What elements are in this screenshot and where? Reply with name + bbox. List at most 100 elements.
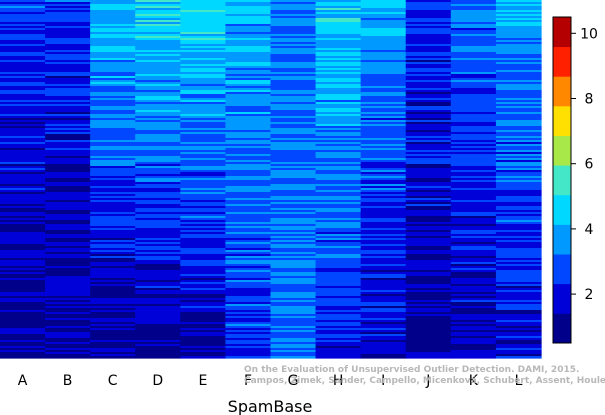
heatmap-cell — [0, 344, 46, 347]
heatmap-cell — [495, 98, 542, 101]
heatmap-cell — [90, 76, 136, 79]
heatmap-cell — [225, 172, 272, 175]
heatmap-cell — [495, 34, 542, 37]
heatmap-cell — [405, 102, 452, 105]
heatmap-cell — [90, 126, 136, 129]
heatmap-cell — [315, 322, 362, 325]
heatmap-cell — [135, 352, 181, 355]
heatmap-cell — [495, 342, 542, 345]
heatmap-cell — [90, 144, 136, 147]
heatmap-cell — [45, 296, 91, 299]
heatmap-cell — [450, 264, 497, 267]
heatmap-cell — [45, 144, 91, 147]
heatmap-cell — [180, 218, 227, 221]
heatmap-cell — [225, 202, 272, 205]
heatmap-cell — [495, 230, 542, 233]
heatmap-cell — [495, 322, 542, 325]
heatmap-cell — [0, 306, 46, 309]
heatmap-cell — [360, 230, 407, 233]
heatmap-cell — [45, 50, 91, 53]
heatmap-cell — [225, 76, 272, 79]
heatmap-cell — [45, 324, 91, 327]
heatmap-cell — [90, 98, 136, 101]
heatmap-cell — [45, 330, 91, 333]
heatmap-cell — [405, 146, 452, 149]
heatmap-cell — [360, 294, 407, 297]
heatmap-cell — [405, 198, 452, 201]
heatmap-cell — [0, 312, 46, 315]
heatmap-cell — [360, 276, 407, 279]
heatmap-cell — [405, 110, 452, 113]
heatmap-cell — [270, 18, 317, 21]
heatmap-cell — [270, 176, 317, 179]
heatmap-cell — [270, 74, 317, 77]
heatmap-cell — [450, 176, 497, 179]
heatmap-cell — [360, 142, 407, 145]
colorbar-tick-label: 10 — [580, 26, 598, 42]
heatmap-cell — [405, 124, 452, 127]
heatmap-cell — [225, 282, 272, 285]
heatmap-cell — [360, 118, 407, 121]
heatmap-cell — [135, 30, 181, 33]
heatmap-cell — [450, 268, 497, 271]
heatmap-cell — [45, 328, 91, 331]
heatmap-cell — [315, 326, 362, 329]
heatmap-cell — [450, 86, 497, 89]
heatmap-cell — [180, 22, 227, 25]
heatmap-cell — [495, 300, 542, 303]
heatmap-cell — [315, 306, 362, 309]
heatmap-cell — [180, 240, 227, 243]
heatmap-cell — [270, 136, 317, 139]
heatmap-cell — [450, 214, 497, 217]
heatmap-cell — [135, 320, 181, 323]
heatmap-cell — [315, 218, 362, 221]
heatmap-cell — [495, 274, 542, 277]
heatmap-cell — [495, 214, 542, 217]
heatmap-cell — [0, 332, 46, 335]
heatmap-cell — [90, 0, 136, 3]
heatmap-cell — [495, 344, 542, 347]
heatmap-cell — [315, 192, 362, 195]
heatmap-cell — [495, 166, 542, 169]
heatmap-cell — [495, 52, 542, 55]
heatmap-cell — [135, 148, 181, 151]
heatmap-cell — [270, 322, 317, 325]
heatmap-cell — [180, 202, 227, 205]
heatmap-cell — [135, 50, 181, 53]
heatmap-cell — [495, 192, 542, 195]
heatmap-cell — [315, 276, 362, 279]
heatmap-cell — [315, 258, 362, 261]
heatmap-cell — [90, 256, 136, 259]
heatmap-cell — [360, 168, 407, 171]
heatmap-cell — [90, 250, 136, 253]
heatmap-cell — [225, 134, 272, 137]
heatmap-cell — [360, 36, 407, 39]
heatmap-cell — [180, 88, 227, 91]
heatmap-cell — [270, 146, 317, 149]
heatmap-cell — [450, 236, 497, 239]
heatmap-cell — [180, 38, 227, 41]
heatmap-cell — [0, 308, 46, 311]
heatmap-cell — [450, 266, 497, 269]
heatmap-cell — [135, 54, 181, 57]
heatmap-cell — [225, 74, 272, 77]
heatmap-cell — [90, 306, 136, 309]
heatmap-cell — [180, 50, 227, 53]
heatmap-cell — [180, 268, 227, 271]
heatmap-cell — [405, 36, 452, 39]
heatmap-cell — [45, 258, 91, 261]
heatmap-cell — [360, 160, 407, 163]
heatmap-cell — [495, 10, 542, 13]
heatmap-cell — [90, 164, 136, 167]
heatmap-cell — [360, 48, 407, 51]
heatmap-cell — [315, 196, 362, 199]
heatmap-cell — [315, 304, 362, 307]
heatmap-cell — [225, 0, 272, 3]
heatmap-cell — [450, 156, 497, 159]
heatmap-cell — [0, 330, 46, 333]
heatmap-cell — [450, 58, 497, 61]
heatmap-cell — [360, 238, 407, 241]
heatmap-cell — [270, 108, 317, 111]
heatmap-cell — [0, 272, 46, 275]
heatmap-cell — [360, 22, 407, 25]
